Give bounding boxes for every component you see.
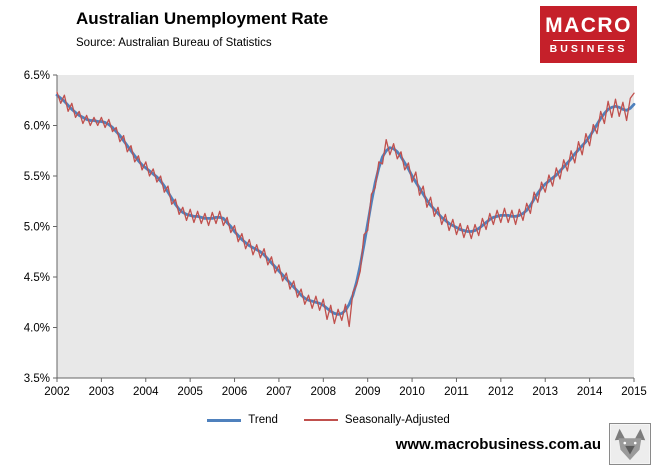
legend-sa-swatch [303, 419, 338, 421]
logo-text-business: BUSINESS [549, 42, 628, 55]
x-axis-tick-label: 2007 [266, 386, 292, 398]
seasonally-adjusted-line [56, 91, 635, 328]
footer: www.macrobusiness.com.au [396, 423, 651, 465]
x-axis-tick-label: 2009 [355, 386, 381, 398]
chart-source: Source: Australian Bureau of Statistics [76, 37, 272, 49]
x-axis-tick-label: 2014 [577, 386, 603, 398]
y-axis-tick-label: 6.0% [24, 121, 50, 133]
y-axis-tick-label: 4.0% [24, 323, 50, 335]
legend-trend-swatch [207, 418, 242, 422]
logo-text-macro: MACRO [545, 13, 632, 37]
x-axis-tick-label: 2003 [89, 386, 115, 398]
x-axis-tick-label: 2002 [44, 386, 70, 398]
legend-sa-label: Seasonally-Adjusted [344, 414, 450, 426]
plot-area [57, 75, 634, 378]
x-axis-tick-label: 2011 [444, 386, 469, 398]
legend-trend-label: Trend [248, 414, 278, 426]
macrobusiness-logo: MACRO BUSINESS [540, 6, 637, 63]
y-axis-tick-label: 6.5% [24, 70, 50, 82]
logo-divider [552, 39, 625, 41]
legend-item-seasonally-adjusted: Seasonally-Adjusted [303, 414, 450, 426]
wolf-logo [609, 423, 651, 465]
y-axis-tick-label: 3.5% [24, 373, 50, 385]
x-axis-tick-label: 2005 [177, 386, 203, 398]
x-axis-tick-label: 2015 [621, 386, 647, 398]
y-axis-tick-label: 5.0% [24, 222, 50, 234]
x-axis-tick-label: 2012 [488, 386, 514, 398]
wolf-icon [611, 425, 649, 463]
x-axis-tick-label: 2013 [532, 386, 558, 398]
website-url: www.macrobusiness.com.au [395, 435, 601, 453]
page-title: Australian Unemployment Rate [76, 9, 329, 28]
x-axis-tick-label: 2006 [222, 386, 248, 398]
x-axis-tick-label: 2008 [311, 386, 337, 398]
y-axis-tick-label: 4.5% [24, 272, 50, 284]
chart-legend: Trend Seasonally-Adjusted [0, 414, 657, 426]
x-axis-tick-label: 2004 [133, 386, 159, 398]
trend-line [55, 93, 636, 316]
legend-item-trend: Trend [207, 414, 278, 426]
y-axis-tick-label: 5.5% [24, 171, 50, 183]
x-axis-tick-label: 2010 [399, 386, 425, 398]
